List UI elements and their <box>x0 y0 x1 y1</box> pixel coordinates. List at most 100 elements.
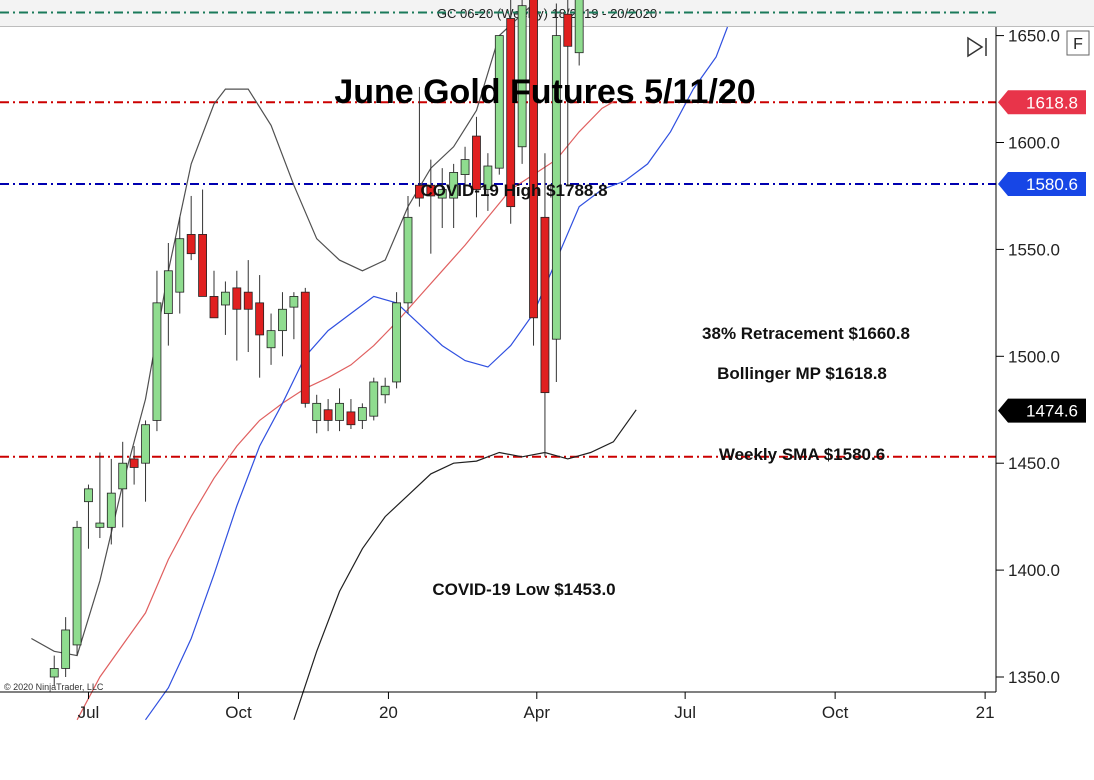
candle <box>323 399 333 432</box>
candle-body-up <box>49 668 59 678</box>
price-tag: 1580.6 <box>998 171 1086 196</box>
price-tag-label: 1474.6 <box>1026 402 1078 421</box>
candle <box>49 655 59 686</box>
candle <box>209 270 219 319</box>
f-button[interactable]: F <box>1066 30 1090 56</box>
candle <box>141 420 150 502</box>
level-annotation: 38% Retracement $1660.8 <box>702 324 910 343</box>
candle <box>392 292 401 389</box>
price-tag-bg <box>998 90 1086 115</box>
copyright-text: © 2020 NinjaTrader, LLC <box>4 682 104 692</box>
candle-body-up <box>152 302 162 421</box>
play-icon <box>967 36 984 58</box>
candle <box>517 0 527 164</box>
price-tag-label: 1618.8 <box>1026 93 1078 112</box>
candle-body-up <box>95 522 105 528</box>
candle <box>300 287 310 408</box>
candle-body-down <box>426 184 436 197</box>
candle-body-up <box>494 35 504 169</box>
chart-title: June Gold Futures 5/11/20 <box>334 73 755 111</box>
price-tag: 1474.6 <box>998 398 1086 423</box>
x-tick-label: 21 <box>976 703 995 722</box>
scroll-to-end-button-bg[interactable] <box>963 35 991 59</box>
y-tick-label: 1600.0 <box>1008 134 1060 153</box>
level-annotation: COVID-19 Low $1453.0 <box>432 580 615 599</box>
candle-body-up <box>380 385 390 396</box>
candle-body-down <box>506 18 516 208</box>
candle-body-up <box>175 238 185 293</box>
candle <box>563 0 573 186</box>
f-button-frame[interactable] <box>1066 30 1090 56</box>
candle-body-up <box>106 492 116 528</box>
candle-body-down <box>243 291 253 310</box>
candle-body-up <box>449 172 459 199</box>
candle-body-up <box>84 488 93 503</box>
candle <box>243 260 253 353</box>
candle-body-down <box>232 287 242 310</box>
candle-body-up <box>278 308 287 332</box>
candle-body-up <box>72 526 82 646</box>
candle-body-up <box>289 296 299 308</box>
scroll-to-end-button[interactable] <box>963 35 991 59</box>
candle <box>266 313 276 365</box>
candle <box>357 403 367 429</box>
candle <box>232 270 242 361</box>
candle-body-down <box>209 296 219 319</box>
candle-body-up <box>118 462 128 490</box>
candle <box>221 281 230 335</box>
candle-body-down <box>186 234 196 255</box>
candle-body-up <box>357 407 367 421</box>
candle <box>346 399 356 429</box>
candle <box>198 189 207 297</box>
candle-body-down <box>300 291 310 404</box>
price-tag-label: 1580.6 <box>1026 175 1078 194</box>
candlesticks <box>49 0 584 686</box>
candle-body-up <box>517 5 527 148</box>
x-axis: Jul Oct 20 Apr Jul Oct 21 <box>78 692 995 722</box>
candle-body-up <box>369 381 379 417</box>
candle <box>186 195 196 261</box>
candle <box>163 242 173 346</box>
candle-body-up <box>312 402 322 421</box>
candle-body-down <box>323 409 333 421</box>
x-tick-label: 20 <box>379 703 398 722</box>
x-tick-label: Oct <box>822 703 849 722</box>
candle-body-up <box>266 330 276 349</box>
candle-body-up <box>61 629 71 669</box>
candle <box>175 217 185 314</box>
candle <box>437 168 447 229</box>
y-axis: 1350.0 1400.0 1450.0 1500.0 1550.0 1600.0 1650… <box>996 27 1060 687</box>
bollinger-lower-line <box>293 409 637 720</box>
candle <box>483 153 493 211</box>
price-tag: 1618.8 <box>998 90 1086 115</box>
candle-body-down <box>529 0 538 319</box>
candle-body-up <box>403 216 413 304</box>
candle <box>312 394 322 434</box>
candle-body-down <box>255 302 265 336</box>
candle-body-down <box>129 458 139 468</box>
candle-body-up <box>574 0 584 54</box>
candle <box>335 388 344 432</box>
candle-body-up <box>460 159 470 175</box>
candle <box>472 116 481 218</box>
candle <box>278 292 287 357</box>
candle-body-up <box>551 35 561 340</box>
level-annotation: Weekly SMA $1580.6 <box>719 445 885 464</box>
candle <box>106 458 116 545</box>
y-tick-label: 1400.0 <box>1008 561 1060 580</box>
candle-body-up <box>335 402 344 421</box>
candle <box>289 292 299 340</box>
candle <box>506 0 516 224</box>
candle-body-up <box>392 302 401 383</box>
candle <box>380 377 390 404</box>
candle <box>415 86 424 207</box>
candle-body-up <box>163 270 173 314</box>
candle-body-down <box>540 216 550 394</box>
candle <box>460 146 470 196</box>
level-annotations: COVID-19 High $1788.8 38% Retracement $16… <box>420 181 910 599</box>
candle <box>61 617 71 677</box>
candle <box>95 452 105 539</box>
weekly-sma-line <box>145 26 729 721</box>
